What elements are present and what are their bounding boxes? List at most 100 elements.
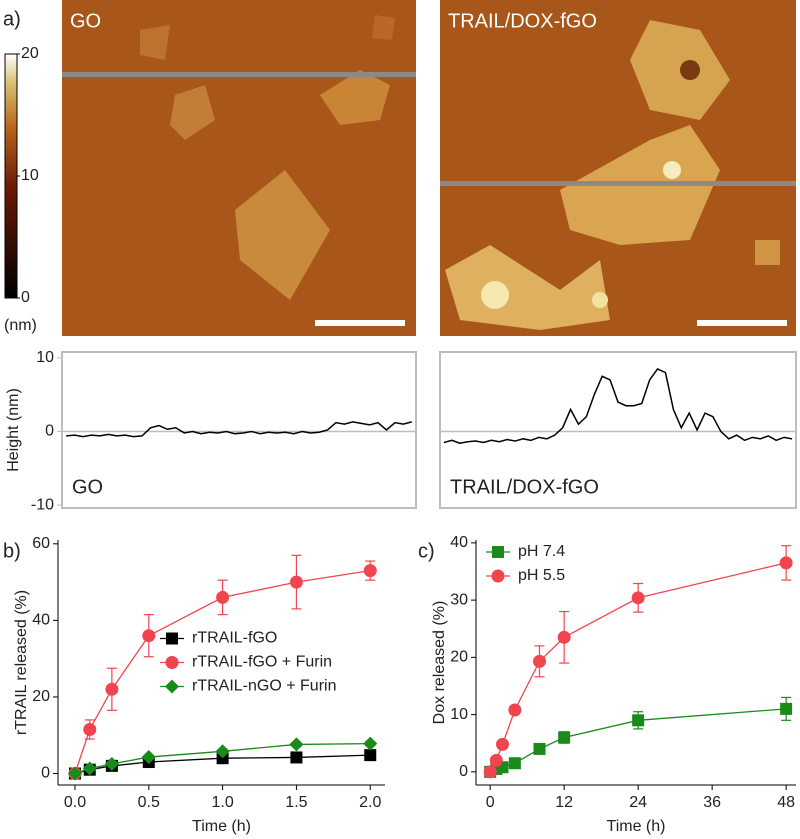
flake [372, 15, 395, 40]
marker [483, 765, 497, 779]
marker [779, 556, 793, 570]
y-tick-label: 20 [32, 688, 50, 705]
marker [142, 629, 156, 643]
colorbar-unit: (nm) [4, 317, 37, 334]
afm-image-go [62, 0, 416, 336]
marker [216, 590, 230, 604]
profile-line [62, 72, 416, 77]
scale-bar [315, 320, 405, 326]
marker [104, 756, 119, 771]
marker [508, 703, 522, 717]
colorbar-tick-label: 10 [21, 167, 39, 184]
legend-marker [165, 679, 179, 694]
legend-marker [166, 632, 178, 645]
flake [445, 245, 610, 330]
marker [533, 742, 546, 755]
colorbar-tick-label: 0 [21, 289, 30, 306]
marker [83, 722, 97, 736]
y-tick-label: 10 [36, 349, 54, 366]
flake [320, 70, 390, 125]
legend-marker [492, 546, 504, 558]
colorbar-tick-label: 20 [21, 45, 39, 62]
marker [632, 714, 645, 727]
y-axis-label: Height (nm) [5, 388, 22, 472]
y-tick-label: 30 [450, 591, 468, 608]
panel-label: c) [418, 540, 435, 562]
marker [508, 757, 521, 770]
y-tick-label: 20 [450, 649, 468, 666]
y-tick-label: 60 [32, 535, 50, 552]
aggregate [663, 161, 681, 179]
y-tick-label: 0 [45, 423, 54, 440]
hole [680, 60, 700, 80]
x-tick-label: 0.5 [138, 794, 160, 811]
marker [489, 753, 503, 767]
image-label: TRAIL/DOX-fGO [448, 10, 597, 32]
flake [235, 170, 330, 300]
x-tick-label: 1.5 [285, 794, 307, 811]
profile-line [440, 181, 796, 186]
legend-label: rTRAIL-fGO + Furin [192, 654, 332, 671]
x-axis-label: Time (h) [192, 818, 251, 835]
x-tick-label: 1.0 [211, 794, 233, 811]
marker [363, 736, 378, 751]
profile-line [443, 367, 793, 445]
plot-frame [439, 351, 797, 509]
legend-marker [165, 656, 179, 669]
x-tick-label: 2.0 [359, 794, 381, 811]
marker [557, 630, 571, 644]
marker [289, 737, 304, 752]
flake [170, 85, 215, 140]
legend-label: pH 5.5 [518, 567, 565, 584]
panel-label: a) [3, 8, 21, 30]
x-axis-label: Time (h) [607, 818, 666, 835]
profile-label: TRAIL/DOX-fGO [450, 476, 599, 498]
y-tick-label: 40 [450, 534, 468, 551]
legend-label: pH 7.4 [518, 543, 565, 560]
image-label: GO [70, 10, 101, 32]
colorbar [4, 53, 18, 299]
aggregate [592, 292, 608, 308]
y-tick-label: 0 [459, 763, 468, 780]
legend-label: rTRAIL-fGO [192, 630, 277, 647]
marker [780, 702, 793, 715]
marker [289, 575, 303, 589]
marker [105, 682, 119, 696]
marker [364, 749, 377, 762]
plot-frame [61, 351, 417, 509]
profile-label: GO [72, 476, 103, 498]
profile-line [66, 421, 412, 438]
legend-label: rTRAIL-nGO + Furin [192, 678, 336, 695]
flake [140, 25, 170, 60]
marker [558, 731, 571, 744]
x-tick-label: 0 [486, 794, 495, 811]
x-tick-label: 24 [629, 794, 647, 811]
marker [496, 737, 510, 751]
marker [363, 564, 377, 578]
marker [215, 744, 230, 759]
afm-background [62, 0, 416, 336]
afm-image-trail [440, 0, 796, 336]
y-axis-label: Dox released (%) [431, 601, 448, 725]
y-axis-label: rTRAIL released (%) [13, 590, 30, 735]
marker [533, 654, 547, 668]
marker [631, 591, 645, 605]
scale-bar [697, 320, 787, 326]
legend-marker [491, 569, 505, 583]
x-tick-label: 12 [555, 794, 573, 811]
aggregate [481, 281, 509, 309]
marker [290, 751, 303, 764]
flake [755, 240, 780, 265]
y-tick-label: 40 [32, 612, 50, 629]
panel-label: b) [3, 540, 21, 562]
x-tick-label: 48 [777, 794, 795, 811]
marker [67, 766, 82, 781]
y-tick-label: 10 [450, 706, 468, 723]
x-tick-label: 0.0 [64, 794, 86, 811]
marker [141, 750, 156, 765]
y-tick-label: 0 [41, 765, 50, 782]
marker [82, 761, 97, 776]
x-tick-label: 36 [703, 794, 721, 811]
y-tick-label: -10 [31, 496, 54, 513]
